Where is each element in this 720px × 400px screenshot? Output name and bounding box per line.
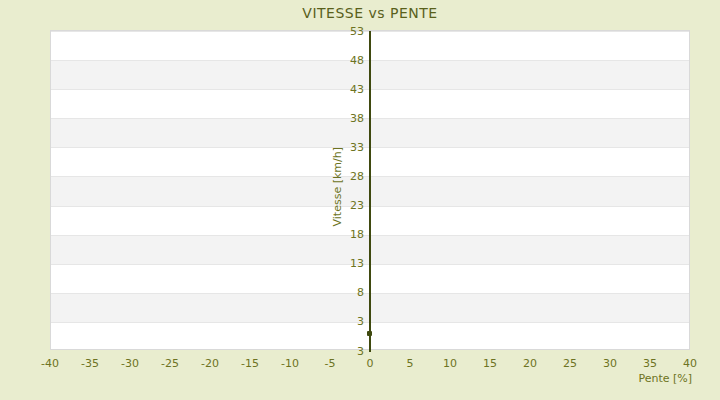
y-tick-label: 3 bbox=[51, 315, 364, 328]
data-point-marker bbox=[367, 331, 372, 336]
y-tick-label: 8 bbox=[51, 286, 364, 299]
x-axis-labels: -40-35-30-25-20-15-10-50510152025303540 bbox=[50, 357, 690, 371]
y-tick-label: 3 bbox=[51, 345, 364, 358]
y-tick-label: 23 bbox=[51, 199, 364, 212]
x-tick-label: -30 bbox=[121, 357, 139, 370]
y-tick-label: 18 bbox=[51, 228, 364, 241]
x-tick-label: 20 bbox=[523, 357, 537, 370]
x-tick-label: -15 bbox=[241, 357, 259, 370]
x-tick-label: 35 bbox=[643, 357, 657, 370]
y-tick-label: 33 bbox=[51, 141, 364, 154]
y-tick-label: 53 bbox=[51, 25, 364, 38]
x-tick-label: 15 bbox=[483, 357, 497, 370]
y-tick-label: 28 bbox=[51, 170, 364, 183]
x-tick-label: 10 bbox=[443, 357, 457, 370]
y-tick-label: 38 bbox=[51, 112, 364, 125]
x-tick-label: -40 bbox=[41, 357, 59, 370]
x-axis-title: Pente [%] bbox=[450, 372, 692, 385]
chart-canvas: VITESSE vs PENTE 534843383328231813833 V… bbox=[0, 0, 720, 400]
x-tick-label: 5 bbox=[407, 357, 414, 370]
x-tick-label: -25 bbox=[161, 357, 179, 370]
x-tick-label: 0 bbox=[367, 357, 374, 370]
x-tick-label: 40 bbox=[683, 357, 697, 370]
x-tick-label: -10 bbox=[281, 357, 299, 370]
plot-area: 534843383328231813833 Vitesse [km/h] bbox=[50, 30, 690, 350]
y-tick-label: 48 bbox=[51, 54, 364, 67]
x-tick-label: -35 bbox=[81, 357, 99, 370]
x-tick-label: 25 bbox=[563, 357, 577, 370]
y-axis-line bbox=[369, 31, 371, 352]
x-tick-label: -5 bbox=[325, 357, 336, 370]
chart-title: VITESSE vs PENTE bbox=[50, 5, 690, 21]
x-tick-label: -20 bbox=[201, 357, 219, 370]
x-tick-label: 30 bbox=[603, 357, 617, 370]
y-axis-title: Vitesse [km/h] bbox=[331, 147, 344, 227]
y-tick-label: 13 bbox=[51, 257, 364, 270]
y-tick-label: 43 bbox=[51, 83, 364, 96]
